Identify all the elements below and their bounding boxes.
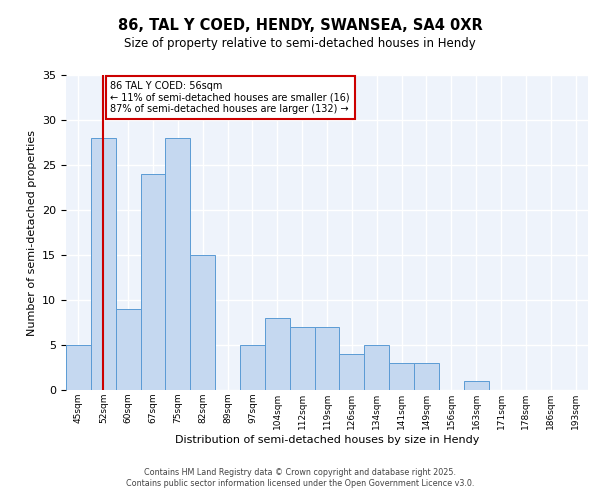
Bar <box>140 174 166 390</box>
Bar <box>389 363 414 390</box>
Bar <box>240 345 265 390</box>
Text: 86, TAL Y COED, HENDY, SWANSEA, SA4 0XR: 86, TAL Y COED, HENDY, SWANSEA, SA4 0XR <box>118 18 482 32</box>
Bar <box>116 309 140 390</box>
Bar <box>414 363 439 390</box>
Bar <box>314 327 340 390</box>
Bar <box>91 138 116 390</box>
X-axis label: Distribution of semi-detached houses by size in Hendy: Distribution of semi-detached houses by … <box>175 434 479 444</box>
Bar <box>340 354 364 390</box>
Y-axis label: Number of semi-detached properties: Number of semi-detached properties <box>26 130 37 336</box>
Bar <box>265 318 290 390</box>
Bar <box>66 345 91 390</box>
Bar <box>166 138 190 390</box>
Bar <box>464 381 488 390</box>
Bar <box>290 327 314 390</box>
Text: 86 TAL Y COED: 56sqm
← 11% of semi-detached houses are smaller (16)
87% of semi-: 86 TAL Y COED: 56sqm ← 11% of semi-detac… <box>110 82 350 114</box>
Bar <box>364 345 389 390</box>
Bar <box>190 255 215 390</box>
Text: Size of property relative to semi-detached houses in Hendy: Size of property relative to semi-detach… <box>124 38 476 51</box>
Text: Contains HM Land Registry data © Crown copyright and database right 2025.
Contai: Contains HM Land Registry data © Crown c… <box>126 468 474 487</box>
